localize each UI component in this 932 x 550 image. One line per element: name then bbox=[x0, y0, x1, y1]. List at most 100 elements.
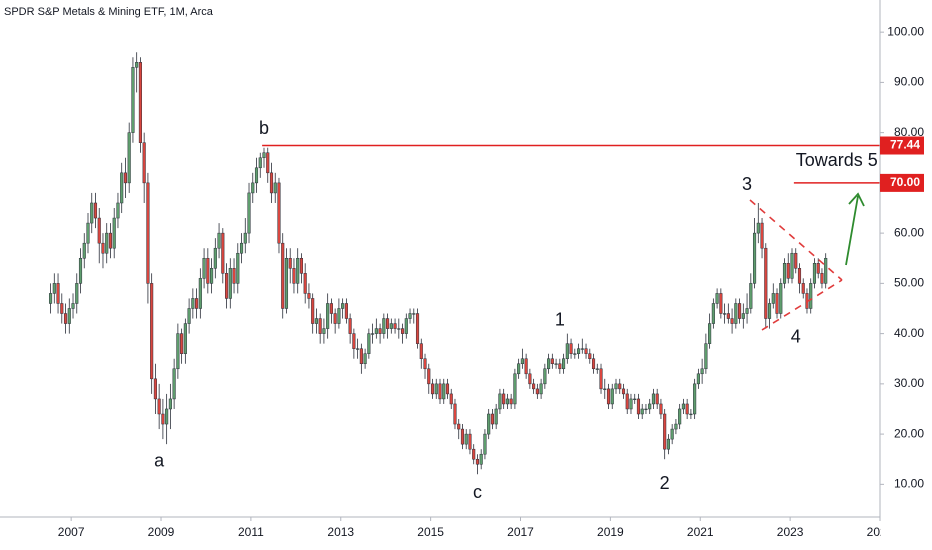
x-tick-label: 2021 bbox=[687, 525, 714, 539]
candle-body bbox=[449, 393, 453, 405]
candle-body bbox=[299, 257, 304, 274]
candle-body bbox=[498, 393, 502, 410]
price-tag bbox=[880, 173, 924, 192]
candle-body bbox=[588, 353, 592, 359]
candle-body bbox=[678, 408, 682, 425]
candle-body bbox=[303, 273, 307, 294]
candle-body bbox=[584, 348, 588, 354]
candle-body bbox=[621, 388, 626, 395]
x-tick-label: 2023 bbox=[777, 525, 804, 539]
candle-body bbox=[767, 303, 772, 319]
candle-body bbox=[60, 303, 64, 314]
candle-body bbox=[146, 182, 150, 284]
candle-body bbox=[633, 398, 637, 400]
triangle-lower bbox=[761, 279, 843, 331]
price-tag bbox=[880, 136, 924, 155]
candle-body bbox=[505, 398, 509, 405]
candle-body bbox=[726, 313, 730, 319]
candle-body bbox=[239, 242, 244, 254]
candle-body bbox=[550, 358, 554, 365]
candle-body bbox=[284, 257, 289, 309]
x-tick-label: 2007 bbox=[58, 525, 85, 539]
candle-body bbox=[738, 303, 742, 319]
price-tag-label: 77.44 bbox=[890, 138, 920, 152]
candle-body bbox=[760, 222, 764, 249]
candle-body bbox=[311, 298, 315, 324]
candle-body bbox=[206, 257, 210, 284]
candle-body bbox=[352, 333, 356, 349]
candle-body bbox=[56, 283, 60, 304]
candle-body bbox=[423, 358, 427, 370]
candle-body bbox=[378, 328, 382, 334]
candle-body bbox=[258, 157, 262, 169]
candle-body bbox=[307, 293, 311, 299]
candle-body bbox=[771, 293, 775, 304]
y-tick-label: 80.00 bbox=[894, 125, 924, 139]
candle-body bbox=[535, 388, 539, 395]
candle-body bbox=[696, 373, 700, 385]
chart-title: SPDR S&P Metals & Mining ETF, 1M, Arca bbox=[4, 6, 214, 18]
candle-body bbox=[296, 257, 300, 284]
candle-body bbox=[782, 263, 787, 284]
candle-body bbox=[337, 308, 341, 324]
candle-body bbox=[430, 383, 435, 395]
price-tag-label: 70.00 bbox=[890, 175, 920, 189]
y-tick-label: 90.00 bbox=[894, 75, 924, 89]
candle-body bbox=[603, 388, 607, 390]
candle-body bbox=[359, 348, 363, 365]
plot-area: a b c 1 2 3 4 Towards 5 bbox=[48, 52, 880, 502]
axes: 10.00 20.00 30.00 40.00 50.00 60.00 70.00 80.00… bbox=[58, 24, 932, 550]
candle-body bbox=[565, 343, 569, 359]
x-tick-label: 2019 bbox=[597, 525, 624, 539]
wave-label: Towards 5 bbox=[796, 150, 878, 170]
candle-body bbox=[509, 398, 513, 405]
candle-body bbox=[659, 403, 663, 415]
candle-body bbox=[48, 293, 53, 304]
candle-body bbox=[606, 388, 611, 405]
y-tick-label: 20.00 bbox=[894, 426, 924, 440]
candle-body bbox=[71, 303, 75, 309]
candle-body bbox=[625, 393, 629, 410]
candle-body bbox=[741, 313, 745, 319]
candle-body bbox=[445, 383, 450, 395]
x-tick-label: 2011 bbox=[238, 525, 264, 539]
wave-label: 3 bbox=[742, 174, 752, 194]
candle-body bbox=[730, 318, 734, 324]
candle-body bbox=[752, 232, 757, 284]
candle-body bbox=[408, 313, 412, 319]
candle-body bbox=[749, 283, 753, 309]
candle-body bbox=[614, 383, 618, 390]
y-tick-label: 40.00 bbox=[894, 326, 924, 340]
candle-body bbox=[161, 413, 165, 425]
candle-body bbox=[123, 172, 128, 184]
arrow bbox=[845, 192, 865, 266]
candle-body bbox=[719, 293, 723, 314]
candle-body bbox=[172, 368, 176, 400]
candle-body bbox=[479, 453, 483, 465]
candle-body bbox=[326, 303, 330, 329]
candle-body bbox=[528, 373, 532, 385]
candle-body bbox=[648, 403, 652, 410]
candle-body bbox=[157, 398, 161, 415]
x-tick-label: 2009 bbox=[148, 525, 175, 539]
candle-body bbox=[176, 333, 180, 370]
candle-body bbox=[412, 313, 416, 315]
candle-body bbox=[640, 408, 644, 415]
wave-label: 2 bbox=[660, 473, 670, 493]
candle-body bbox=[573, 353, 577, 355]
candle-body bbox=[322, 328, 326, 334]
candle-body bbox=[651, 393, 656, 405]
candle-body bbox=[460, 428, 465, 445]
candle-body bbox=[131, 67, 135, 133]
candle-body bbox=[812, 263, 817, 284]
candle-body bbox=[101, 242, 105, 254]
candle-body bbox=[187, 308, 191, 324]
candle-body bbox=[367, 333, 371, 354]
candle-body bbox=[254, 167, 259, 184]
candle-body bbox=[400, 328, 405, 334]
candle-body bbox=[475, 458, 480, 465]
candle-body bbox=[517, 363, 521, 375]
candle-body bbox=[243, 232, 247, 244]
candle-body bbox=[483, 433, 487, 455]
